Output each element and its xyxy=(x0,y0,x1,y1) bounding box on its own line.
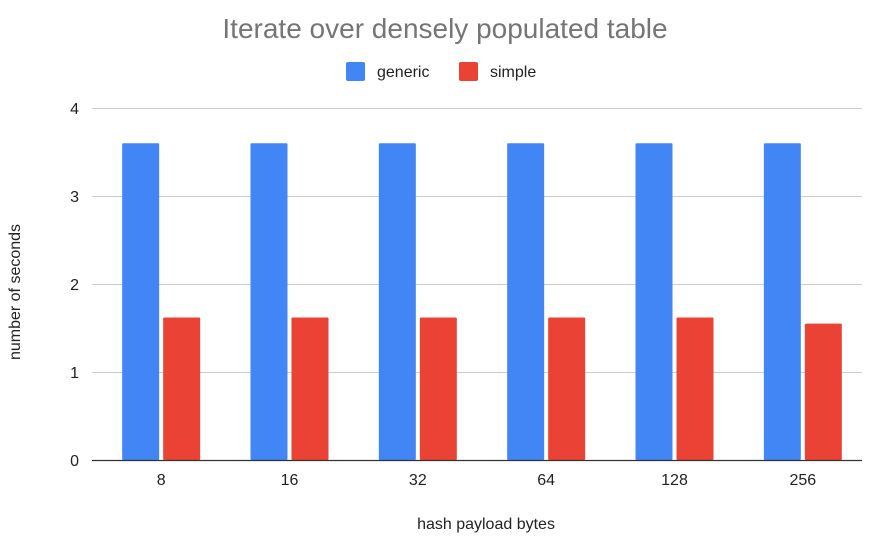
bar-simple-32 xyxy=(419,317,457,460)
bar-simple-128 xyxy=(676,317,714,460)
x-tick-label: 32 xyxy=(409,472,427,489)
legend: generic simple xyxy=(346,62,536,81)
x-axis-ticks: 8 16 32 64 128 256 xyxy=(157,472,817,489)
legend-swatch-simple xyxy=(459,62,478,81)
x-axis-title: hash payload bytes xyxy=(417,516,555,533)
legend-label-simple: simple xyxy=(490,64,536,81)
y-tick-label: 0 xyxy=(70,453,79,470)
bars xyxy=(122,143,842,460)
bar-simple-256 xyxy=(804,323,842,460)
x-tick-label: 64 xyxy=(537,472,555,489)
x-tick-label: 128 xyxy=(661,472,688,489)
x-tick-label: 8 xyxy=(157,472,166,489)
legend-swatch-generic xyxy=(346,62,365,81)
bar-generic-8 xyxy=(122,143,160,460)
legend-label-generic: generic xyxy=(377,64,429,81)
bar-generic-64 xyxy=(507,143,545,460)
y-axis-title: number of seconds xyxy=(7,224,24,360)
bar-simple-8 xyxy=(163,317,201,460)
y-tick-label: 1 xyxy=(70,365,79,382)
y-tick-label: 3 xyxy=(70,189,79,206)
x-tick-label: 256 xyxy=(789,472,816,489)
bar-simple-16 xyxy=(291,317,329,460)
bar-generic-32 xyxy=(378,143,416,460)
x-tick-label: 16 xyxy=(281,472,299,489)
y-axis-ticks: 0 1 2 3 4 xyxy=(70,101,79,470)
y-tick-label: 4 xyxy=(70,101,79,118)
bar-generic-128 xyxy=(635,143,673,460)
bar-generic-256 xyxy=(763,143,801,460)
bar-generic-16 xyxy=(250,143,288,460)
chart-title: Iterate over densely populated table xyxy=(222,13,667,44)
bar-simple-64 xyxy=(548,317,586,460)
gridlines xyxy=(92,108,862,373)
y-tick-label: 2 xyxy=(70,277,79,294)
